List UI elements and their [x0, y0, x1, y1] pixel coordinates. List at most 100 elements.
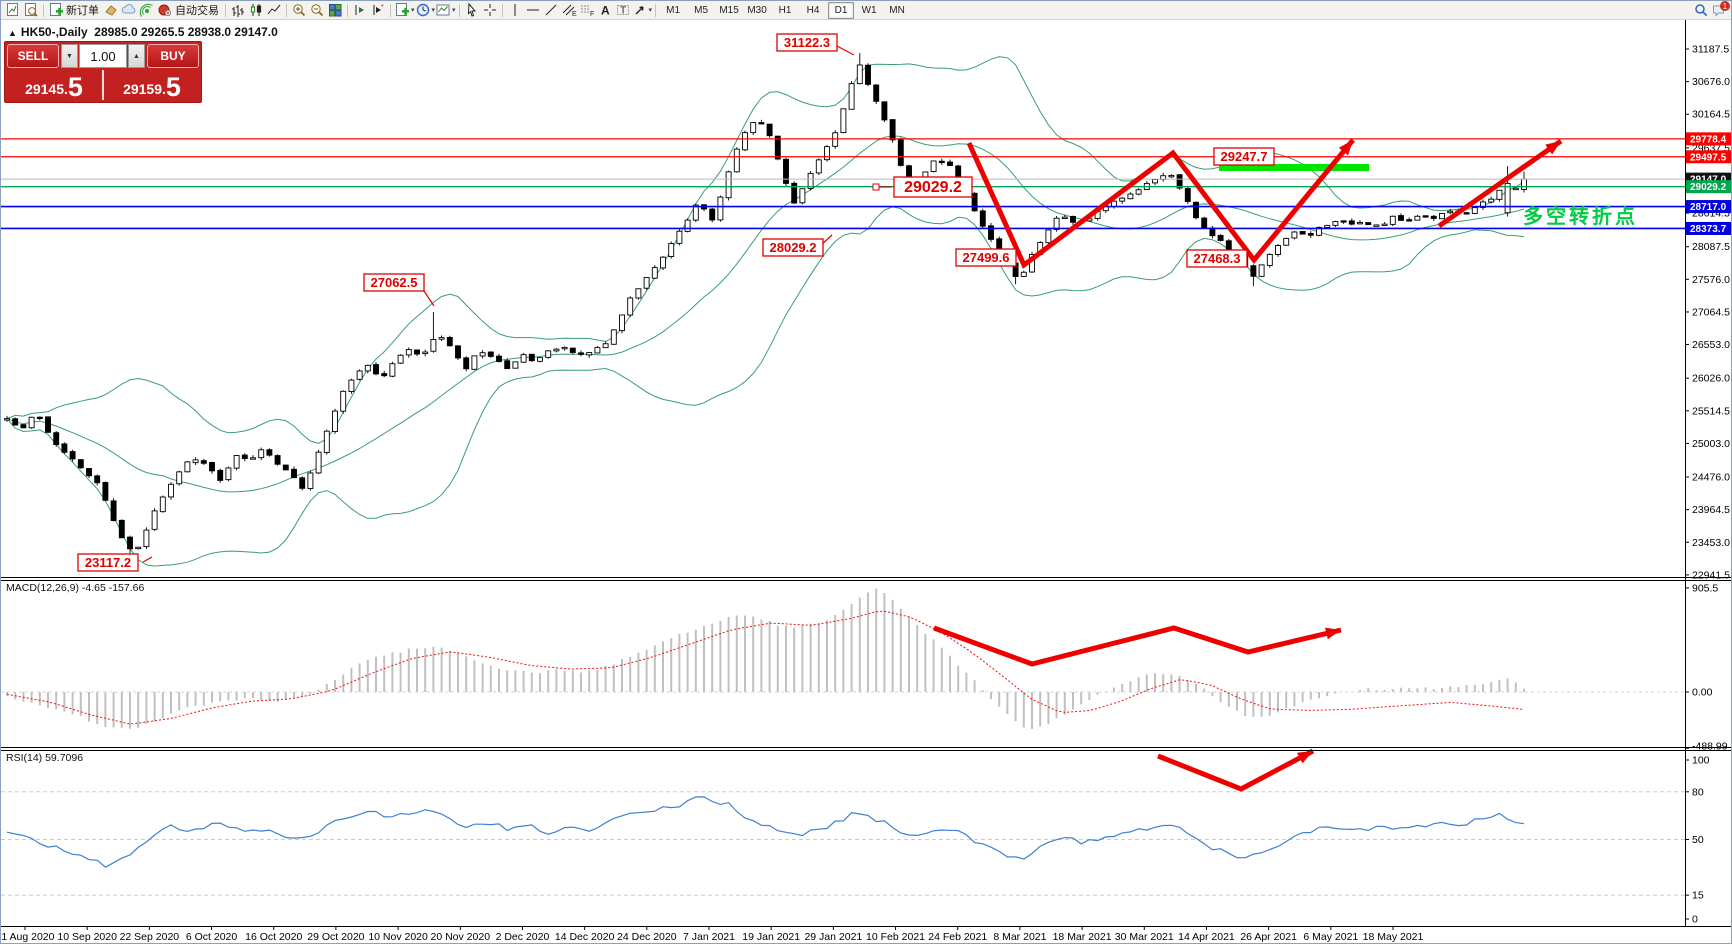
trendline-button[interactable]	[542, 2, 560, 18]
price-label-28029.2[interactable]: 28029.2	[762, 234, 833, 257]
line-chart-button[interactable]	[265, 2, 283, 18]
zoom-in-button[interactable]	[290, 2, 308, 18]
sell-price[interactable]: 29145. 5	[7, 70, 101, 101]
auto-trading-button[interactable]	[156, 2, 174, 18]
trend-arrow[interactable]	[1157, 748, 1315, 792]
cloud-icon	[121, 4, 136, 14]
text-icon: A	[601, 4, 610, 18]
auto-scroll-icon: *	[373, 4, 384, 15]
fibonacci-button[interactable]: F	[578, 2, 596, 18]
svg-text:905.5: 905.5	[1692, 582, 1718, 594]
rsi-line	[6, 796, 1525, 868]
price-label-27499.6[interactable]: 27499.6	[955, 248, 1017, 267]
clock-button[interactable]: ▾	[415, 2, 435, 18]
volume-spinner: ▼ 1.00 ▲	[61, 44, 145, 68]
arrow-tools-button[interactable]: ▾	[632, 2, 653, 18]
cursor-icon	[467, 2, 476, 17]
trendline-icon	[545, 4, 556, 16]
svg-text:22941.5: 22941.5	[1692, 569, 1730, 581]
rsi-indicator-label: RSI(14) 59.7096	[6, 752, 84, 764]
svg-text:30 Mar 2021: 30 Mar 2021	[1115, 931, 1174, 943]
svg-text:20 Nov 2020: 20 Nov 2020	[430, 931, 490, 943]
timeframe-W1[interactable]: W1	[861, 4, 877, 16]
chart-shift-button[interactable]	[351, 2, 369, 18]
window-zoom-icon	[25, 3, 38, 17]
chart-profile-icon	[436, 4, 450, 16]
candlestick-button[interactable]	[247, 2, 265, 18]
svg-text:18 Mar 2021: 18 Mar 2021	[1053, 931, 1112, 943]
bar-chart-button[interactable]	[229, 2, 247, 18]
toolbar-separator	[501, 3, 503, 17]
svg-text:29 Oct 2020: 29 Oct 2020	[307, 931, 364, 943]
add-indicator-button[interactable]: ▾	[394, 2, 415, 18]
search-button[interactable]	[1692, 2, 1710, 18]
timeframe-M15[interactable]: M15	[719, 4, 739, 16]
clock-icon	[416, 3, 429, 17]
svg-text:14 Dec 2020: 14 Dec 2020	[555, 931, 615, 943]
svg-text:6 May 2021: 6 May 2021	[1303, 931, 1358, 943]
zoom-out-button[interactable]	[308, 2, 326, 18]
trend-arrow[interactable]	[1437, 138, 1563, 229]
trend-arrow[interactable]	[933, 625, 1342, 667]
svg-text:0: 0	[1692, 914, 1698, 926]
trend-arrow[interactable]	[966, 138, 1355, 269]
price-label-27468.3[interactable]: 27468.3	[1186, 249, 1248, 268]
svg-text:27062.5: 27062.5	[371, 275, 418, 290]
auto-scroll-button[interactable]: *	[369, 2, 387, 18]
volume-decrease-button[interactable]: ▼	[61, 44, 78, 68]
svg-text:29497.5: 29497.5	[1690, 152, 1727, 163]
timeframe-MN[interactable]: MN	[889, 4, 905, 16]
svg-text:26026.0: 26026.0	[1692, 373, 1730, 385]
timeframe-M1[interactable]: M1	[666, 4, 681, 16]
svg-text:50: 50	[1692, 834, 1704, 846]
volume-value[interactable]: 1.00	[79, 44, 127, 68]
new-chart-button[interactable]	[4, 2, 22, 18]
channel-button[interactable]: E	[560, 2, 578, 18]
timeframe-D1[interactable]: D1	[828, 1, 855, 19]
chart-profile-button[interactable]: ▾	[435, 2, 456, 18]
tile-windows-button[interactable]	[326, 2, 344, 18]
chat-button[interactable]: 1	[1710, 1, 1730, 18]
volume-increase-button[interactable]: ▲	[128, 44, 145, 68]
text-button[interactable]: A	[596, 2, 614, 18]
price-label-27062.5[interactable]: 27062.5	[363, 273, 435, 307]
svg-text:25514.5: 25514.5	[1692, 405, 1730, 417]
new-order-button[interactable]	[47, 2, 65, 18]
eraser-button[interactable]	[102, 2, 120, 18]
sell-button[interactable]: SELL	[7, 44, 59, 68]
price-label-23117.2[interactable]: 23117.2	[77, 553, 153, 572]
timeframe-H1[interactable]: H1	[778, 4, 792, 16]
svg-text:29147.0: 29147.0	[1690, 175, 1727, 186]
svg-text:27064.5: 27064.5	[1692, 306, 1730, 318]
crosshair-button[interactable]	[481, 2, 499, 18]
buy-button[interactable]: BUY	[147, 44, 199, 68]
pane-frames	[1, 19, 1731, 927]
price-label-29029.2[interactable]: 29029.2	[872, 176, 973, 198]
price-label-29247.7[interactable]: 29247.7	[1213, 147, 1275, 166]
note-text-turning-point[interactable]: 多空转折点	[1523, 204, 1638, 228]
price-label-31122.3[interactable]: 31122.3	[776, 33, 855, 56]
horizontal-line-button[interactable]	[524, 2, 542, 18]
timeframe-M30[interactable]: M30	[747, 4, 767, 16]
dropdown-arrow-icon: ▾	[648, 7, 653, 14]
svg-text:29778.4: 29778.4	[1690, 134, 1727, 145]
svg-text:18 May 2021: 18 May 2021	[1363, 931, 1424, 943]
svg-text:A: A	[601, 4, 610, 18]
cloud-button[interactable]	[120, 2, 138, 18]
text-label-button[interactable]: T	[614, 2, 632, 18]
cursor-button[interactable]	[463, 2, 481, 18]
timeframe-M5[interactable]: M5	[694, 4, 709, 16]
collapse-triangle-icon[interactable]: ▲	[8, 28, 17, 38]
window-zoom-button[interactable]	[22, 2, 40, 18]
vertical-line-icon	[514, 4, 516, 16]
signals-button[interactable]	[138, 2, 156, 18]
svg-text:8 Mar 2021: 8 Mar 2021	[993, 931, 1046, 943]
buy-price[interactable]: 29159. 5	[105, 70, 199, 101]
rsi-pane	[1, 791, 1685, 896]
vertical-line-button[interactable]	[506, 2, 524, 18]
chart-shift-icon	[355, 5, 364, 15]
notification-badge: 1	[1720, 1, 1730, 11]
timeframe-H4[interactable]: H4	[806, 4, 820, 16]
